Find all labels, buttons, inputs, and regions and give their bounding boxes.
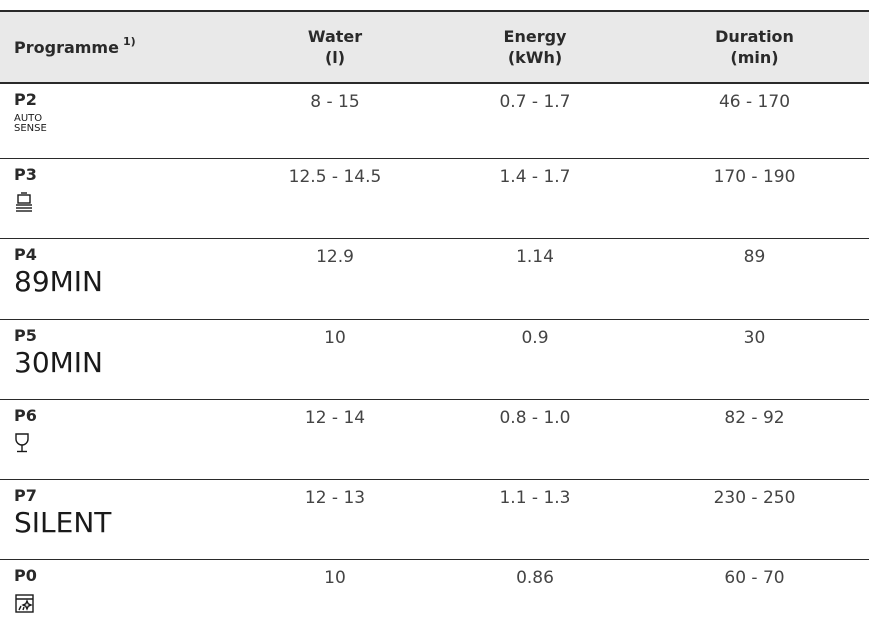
programme-code: P4 — [14, 245, 37, 264]
water-cell: 8 - 15 — [310, 92, 360, 112]
programme-cell: P3 — [0, 159, 240, 238]
duration-cell: 46 - 170 — [718, 92, 791, 112]
header-footnote: 1) — [122, 34, 136, 48]
water-cell: 12 - 13 — [304, 488, 366, 508]
water-cell: 10 — [324, 568, 346, 588]
duration-cell: 60 - 70 — [724, 568, 785, 588]
table-row: P3 12.5 - 14.5 1.4 - 1.7 170 - 190 — [0, 159, 869, 239]
header-water: Water (l) — [240, 12, 430, 82]
programme-code: P6 — [14, 406, 37, 425]
header-water-label: Water — [307, 27, 363, 46]
energy-cell: 0.8 - 1.0 — [499, 408, 571, 428]
programme-table: Programme 1) Water (l) Energy (kWh) Durat… — [0, 10, 869, 640]
header-programme-label: Programme — [14, 37, 119, 57]
programme-name: 89MIN — [14, 265, 103, 298]
table-row: P5 30MIN 10 0.9 30 — [0, 320, 869, 400]
energy-cell: 1.1 - 1.3 — [499, 488, 571, 508]
header-duration: Duration (min) — [640, 12, 869, 82]
programme-code: P2 — [14, 90, 37, 109]
table-row: P4 89MIN 12.9 1.14 89 — [0, 239, 869, 320]
programme-code: P5 — [14, 326, 37, 345]
header-duration-label: Duration — [715, 27, 794, 46]
water-cell: 10 — [324, 328, 346, 348]
table-row: P6 12 - 14 0.8 - 1.0 82 - 92 — [0, 400, 869, 480]
auto-sense-label: AUTO SENSE — [14, 114, 240, 134]
table-row: P7 SILENT 12 - 13 1.1 - 1.3 230 - 250 — [0, 480, 869, 560]
energy-cell: 1.4 - 1.7 — [499, 167, 571, 187]
duration-cell: 82 - 92 — [724, 408, 785, 428]
auto-sense-line-2: SENSE — [14, 123, 47, 134]
programme-name: SILENT — [14, 506, 112, 539]
programme-cell: P5 30MIN — [0, 320, 240, 399]
energy-cell: 1.14 — [516, 247, 554, 267]
programme-cell: P2 AUTO SENSE — [0, 84, 240, 158]
table-row: P2 AUTO SENSE 8 - 15 0.7 - 1.7 46 - 170 — [0, 84, 869, 159]
programme-cell: P7 SILENT — [0, 480, 240, 559]
pots-pans-icon — [16, 192, 32, 212]
table-row: P0 10 0.86 60 - 70 — [0, 560, 869, 640]
duration-cell: 170 - 190 — [713, 167, 796, 187]
programme-code: P0 — [14, 566, 37, 585]
programme-code: P3 — [14, 165, 37, 184]
energy-cell: 0.86 — [516, 568, 554, 588]
machine-care-icon — [15, 594, 34, 613]
auto-sense-line-1: AUTO — [14, 113, 43, 124]
glass-icon — [15, 433, 29, 453]
table-header: Programme 1) Water (l) Energy (kWh) Durat… — [0, 12, 869, 84]
energy-cell: 0.7 - 1.7 — [499, 92, 571, 112]
header-energy: Energy (kWh) — [430, 12, 640, 82]
header-duration-unit: (min) — [730, 48, 779, 67]
header-water-unit: (l) — [324, 48, 346, 67]
water-cell: 12 - 14 — [304, 408, 366, 428]
programme-cell: P0 — [0, 560, 240, 640]
programme-name: 30MIN — [14, 346, 103, 379]
energy-cell: 0.9 — [521, 328, 549, 348]
header-energy-label: Energy — [503, 27, 567, 46]
programme-cell: P4 89MIN — [0, 239, 240, 319]
header-energy-unit: (kWh) — [507, 48, 563, 67]
duration-cell: 230 - 250 — [713, 488, 796, 508]
duration-cell: 89 — [743, 247, 766, 267]
water-cell: 12.5 - 14.5 — [288, 167, 382, 187]
duration-cell: 30 — [743, 328, 766, 348]
water-cell: 12.9 — [316, 247, 354, 267]
header-programme: Programme 1) — [0, 12, 240, 82]
programme-code: P7 — [14, 486, 37, 505]
programme-cell: P6 — [0, 400, 240, 479]
